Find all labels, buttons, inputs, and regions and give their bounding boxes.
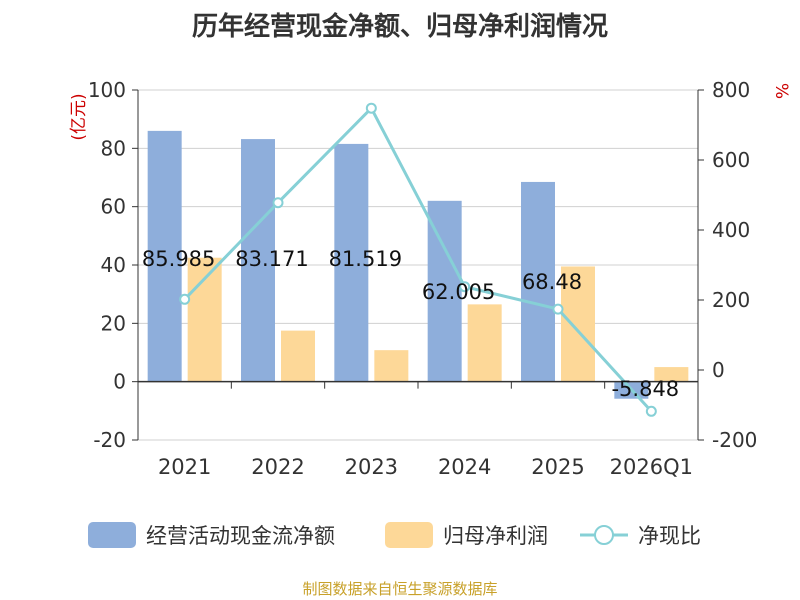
cash-flow-bar (334, 143, 369, 382)
ratio-point (365, 102, 377, 114)
y-left-tick-label: 20 (101, 311, 126, 335)
net-profit-bar (187, 257, 222, 382)
net-profit-bar (374, 350, 409, 382)
legend-marker (594, 525, 614, 545)
x-tick-label: 2026Q1 (610, 455, 693, 479)
cash-flow-data-label: -5.848 (611, 377, 679, 401)
x-tick-label: 2025 (531, 455, 584, 479)
cash-flow-bar (241, 139, 275, 382)
cash-flow-bar (427, 200, 462, 382)
x-tick-label: 2022 (251, 455, 304, 479)
source-note: 制图数据来自恒生聚源数据库 (302, 580, 498, 598)
y-right-axis-label: % (771, 83, 791, 99)
y-right-tick-label: 600 (712, 148, 750, 172)
cash-flow-bar (147, 130, 182, 382)
cash-flow-data-label: 81.519 (329, 247, 402, 271)
bars (147, 130, 689, 399)
legend-label: 经营活动现金流净额 (146, 524, 335, 548)
y-right-tick-label: 800 (712, 78, 750, 102)
cash-flow-data-label: 68.48 (522, 270, 582, 294)
x-tick-label: 2023 (345, 455, 398, 479)
y-left-tick-label: 80 (101, 136, 126, 160)
cash-flow-data-label: 83.171 (235, 247, 308, 271)
legend-swatch (88, 522, 136, 548)
y-left-tick-label: 60 (101, 195, 126, 219)
y-right-tick-label: 0 (712, 358, 725, 382)
legend-label: 归母净利润 (443, 524, 548, 548)
net-profit-bar (467, 304, 502, 382)
cash-flow-data-label: 62.005 (422, 280, 495, 304)
y-left-axis-label: (亿元) (69, 93, 89, 140)
cash-flow-data-label: 85.985 (142, 247, 215, 271)
legend-swatch (385, 522, 433, 548)
legend: 经营活动现金流净额 归母净利润 净现比 (88, 522, 701, 548)
net-profit-bar (654, 367, 689, 382)
y-left-tick-label: 0 (113, 370, 126, 394)
cash-flow-bar (521, 181, 555, 382)
y-left-tick-label: 100 (88, 78, 126, 102)
ratio-point (272, 197, 284, 209)
ratio-point (552, 303, 564, 315)
ratio-point (179, 293, 191, 305)
legend-label: 净现比 (638, 524, 701, 548)
y-right-tick-label: -200 (712, 428, 757, 452)
ratio-series-line (183, 105, 653, 413)
ratio-point (459, 281, 471, 293)
data-labels: 85.985 83.171 81.519 62.005 68.48 -5.848 (142, 247, 679, 401)
ratio-line (179, 102, 657, 417)
net-profit-bar (561, 266, 595, 382)
net-profit-bar (281, 330, 315, 382)
y-left-tick-label: 40 (101, 253, 126, 277)
x-tick-label: 2021 (158, 455, 211, 479)
chart-title: 历年经营现金净额、归母净利润情况 (191, 12, 608, 42)
y-right-tick-label: 200 (712, 288, 750, 312)
x-tick-label: 2024 (438, 455, 491, 479)
y-right-tick-label: 400 (712, 218, 750, 242)
ratio-point (645, 405, 657, 417)
y-left-tick-label: -20 (93, 428, 126, 452)
